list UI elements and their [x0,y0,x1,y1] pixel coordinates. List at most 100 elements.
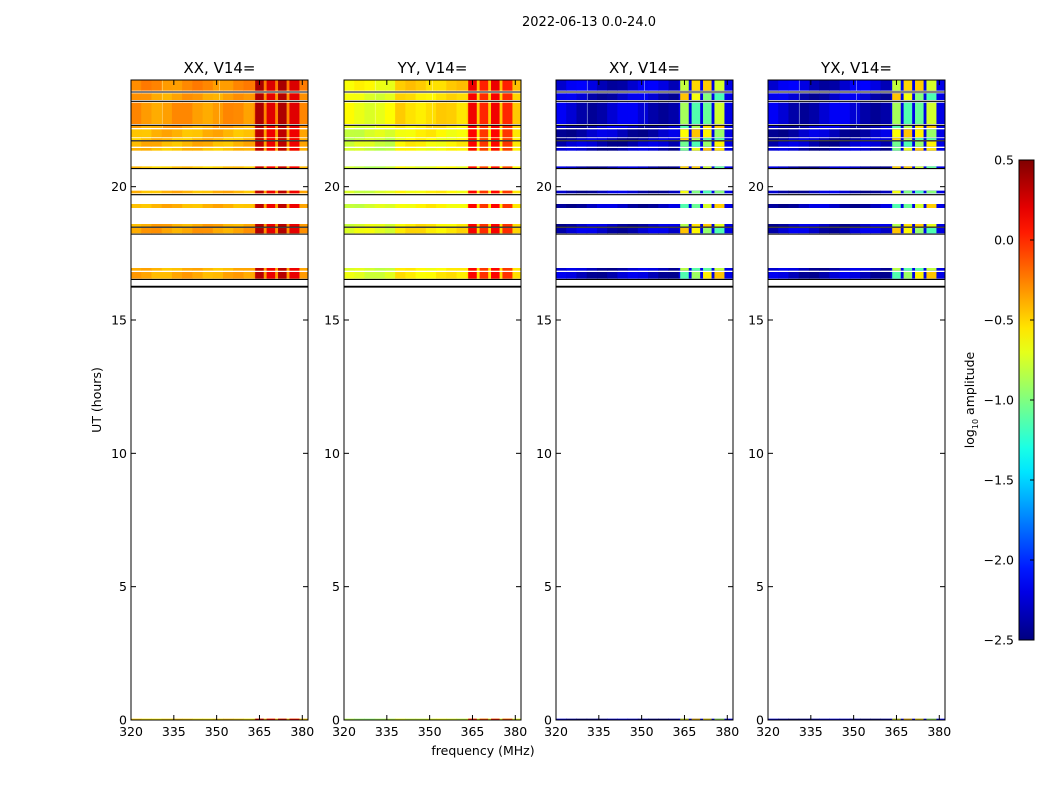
heatmap-cell [788,129,800,138]
heatmap-cell [278,224,287,227]
heatmap-cell [691,148,701,151]
heatmap-cell [576,125,588,128]
heatmap-cell [161,228,173,234]
heatmap-cell [425,272,437,279]
heatmap-cell [212,129,224,138]
heatmap-cell [131,80,142,91]
heatmap-cell [395,224,406,227]
heatmap-cell [255,166,264,168]
heatmap-cell [255,272,264,279]
heatmap-cell [637,272,649,279]
heatmap-cell [926,228,937,234]
heatmap-cell [903,93,913,100]
heatmap-cell [658,80,670,91]
heatmap-cell [926,272,937,279]
heatmap-cell [491,166,500,168]
heatmap-cell [596,129,608,138]
heatmap-cell [880,224,892,227]
heatmap-cell [788,102,800,124]
heatmap-cell [479,129,489,138]
heatmap-cell [680,228,689,234]
heatmap-cell [289,272,300,279]
heatmap-cell [627,204,639,208]
heatmap-cell [223,80,234,91]
heatmap-cell [849,718,861,720]
heatmap-cell [395,138,406,140]
heatmap-cell [278,102,287,124]
y-tick-label: 20 [324,179,340,194]
heatmap-cell [860,148,871,151]
heatmap-cell [502,129,513,138]
heatmap-cell [880,125,892,128]
heatmap-cell [502,148,513,151]
heatmap-cell [223,148,234,151]
heatmap-cell [586,138,598,140]
heatmap-cell [576,268,588,271]
heatmap-cell [607,166,618,168]
heatmap-cell [778,148,789,151]
panels-layer: XX, V14= 0 5 10 15 20 320 335 350 365 380 YY, V14= 0… [111,59,951,739]
heatmap-cell [648,166,659,168]
heatmap-cell [243,228,255,234]
heatmap-cell [223,228,234,234]
heatmap-cell [880,141,892,147]
heatmap-cell [668,125,680,128]
heatmap-cell [829,190,841,194]
heatmap-cell [703,204,712,208]
heatmap-cell [839,148,851,151]
colorbar-tick-label: −2.5 [984,633,1014,648]
heatmap-cell [436,204,447,208]
heatmap-cell [354,718,365,720]
heatmap-cell [926,80,937,91]
heatmap-cell [405,224,417,227]
heatmap-cell [425,190,437,194]
heatmap-cell [364,718,376,720]
heatmap-cell [255,93,264,100]
heatmap-cell [778,138,789,140]
heatmap-cell [768,125,779,128]
heatmap-cell [192,141,204,147]
heatmap-cell [468,138,477,140]
heatmap-cell [768,228,779,234]
heatmap-cell [556,228,567,234]
heatmap-cell [192,224,204,227]
heatmap-cell [502,102,513,124]
heatmap-cell [880,93,892,100]
x-axis-label: frequency (MHz) [431,743,534,758]
heatmap-cell [915,190,924,194]
heatmap-cell [926,148,937,151]
heatmap-cell [384,224,396,227]
heatmap-cell [658,129,670,138]
heatmap-cell [171,718,183,720]
heatmap-cell [566,204,577,208]
heatmap-cell [446,190,458,194]
heatmap-cell [202,718,214,720]
heatmap-cell [255,148,264,151]
heatmap-cell [131,224,142,227]
heatmap-cell [384,125,396,128]
heatmap-cell [212,102,224,124]
heatmap-cell [131,272,142,279]
heatmap-cell [344,272,355,279]
panel-3: XY, V14= 0 5 10 15 20 320 335 350 365 380 [536,59,739,739]
heatmap-cell [703,138,712,140]
heatmap-cell [680,141,689,147]
heatmap-cell [586,166,598,168]
y-tick-label: 5 [756,579,764,594]
heatmap-cell [468,166,477,168]
heatmap-cell [680,272,689,279]
heatmap-cell [596,268,608,271]
heatmap-cell [892,138,901,140]
heatmap-cell [243,190,255,194]
heatmap-cell [456,272,468,279]
heatmap-cell [768,272,779,279]
heatmap-cell [233,204,245,208]
heatmap-cell [849,148,861,151]
heatmap-cell [171,228,183,234]
heatmap-cell [637,102,649,124]
heatmap-cell [668,102,680,124]
heatmap-cell [243,718,255,720]
heatmap-cell [680,268,689,271]
heatmap-cell [374,138,386,140]
heatmap-cell [903,129,913,138]
